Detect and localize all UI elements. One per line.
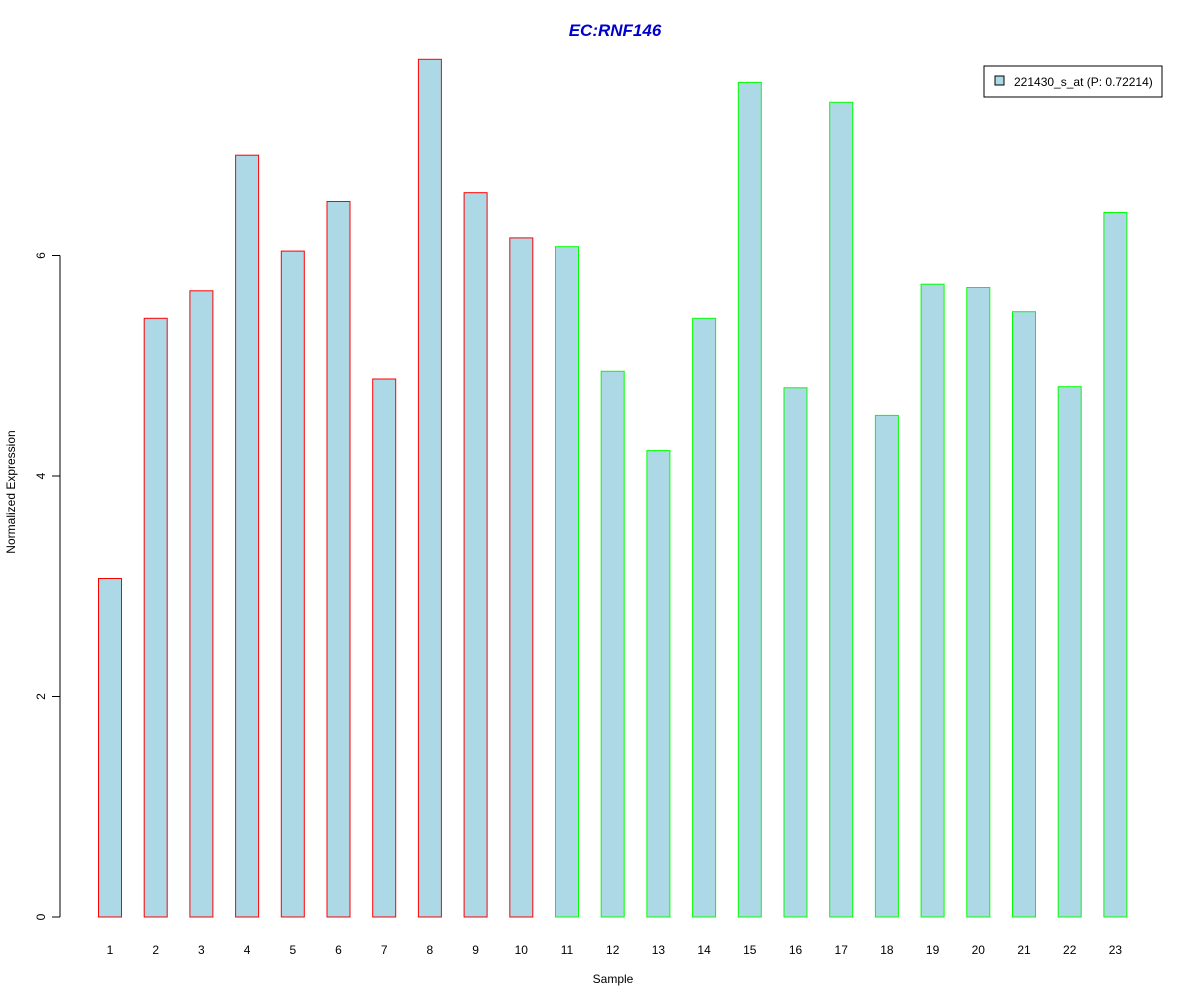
bars-group bbox=[98, 58, 1128, 918]
bar bbox=[966, 287, 991, 918]
x-tick-label: 23 bbox=[1109, 943, 1123, 957]
legend-box bbox=[983, 65, 1163, 98]
bar bbox=[1012, 311, 1036, 918]
x-tick-label: 18 bbox=[880, 943, 894, 957]
legend: 221430_s_at (P: 0.72214) bbox=[983, 65, 1163, 98]
y-axis: 0 2 4 6 bbox=[34, 252, 61, 920]
y-tick-label: 4 bbox=[34, 472, 48, 479]
bar bbox=[829, 101, 854, 918]
x-tick-label: 19 bbox=[926, 943, 940, 957]
x-tick-label: 20 bbox=[972, 943, 986, 957]
bar bbox=[1057, 386, 1082, 918]
bar bbox=[1103, 212, 1128, 918]
chart-title: EC:RNF146 bbox=[569, 21, 662, 40]
y-tick-label: 0 bbox=[34, 913, 48, 920]
bar bbox=[98, 578, 122, 918]
x-tick-label: 6 bbox=[335, 943, 342, 957]
x-tick-label: 16 bbox=[789, 943, 803, 957]
x-axis-label: Sample bbox=[593, 972, 634, 986]
x-tick-label: 3 bbox=[198, 943, 205, 957]
bar bbox=[189, 290, 214, 918]
x-tick-label: 11 bbox=[561, 943, 574, 957]
bar bbox=[920, 283, 945, 918]
x-tick-label: 10 bbox=[515, 943, 529, 957]
bar bbox=[600, 370, 625, 918]
legend-swatch bbox=[994, 75, 1005, 86]
x-tick-label: 8 bbox=[427, 943, 434, 957]
x-tick-label: 2 bbox=[152, 943, 159, 957]
x-tick-label: 14 bbox=[697, 943, 711, 957]
bar bbox=[280, 250, 305, 918]
bar bbox=[143, 317, 168, 918]
x-tick-label: 5 bbox=[289, 943, 296, 957]
bar bbox=[737, 81, 762, 918]
x-tick-label: 7 bbox=[381, 943, 388, 957]
x-tick-label: 12 bbox=[606, 943, 620, 957]
y-axis-label: Normalized Expression bbox=[4, 430, 18, 553]
x-tick-label: 17 bbox=[835, 943, 849, 957]
bar bbox=[874, 414, 899, 918]
x-tick-label: 22 bbox=[1063, 943, 1077, 957]
x-tick-label: 9 bbox=[472, 943, 479, 957]
bar bbox=[326, 201, 351, 918]
x-tick-label: 4 bbox=[244, 943, 251, 957]
bar bbox=[692, 317, 717, 918]
bar bbox=[463, 192, 488, 918]
bar bbox=[646, 450, 671, 918]
y-tick-label: 6 bbox=[34, 252, 48, 259]
x-tick-label: 1 bbox=[107, 943, 114, 957]
legend-label: 221430_s_at (P: 0.72214) bbox=[1014, 75, 1153, 89]
x-tick-label: 21 bbox=[1017, 943, 1031, 957]
bar bbox=[509, 237, 534, 918]
y-tick-label: 2 bbox=[34, 693, 48, 700]
bar bbox=[783, 387, 808, 918]
x-tick-labels: 1 2 3 4 5 6 7 8 9 10 11 12 13 14 15 16 17 18 19 20 21 22 23 bbox=[107, 943, 1123, 957]
x-tick-label: 15 bbox=[743, 943, 757, 957]
bar bbox=[235, 154, 260, 918]
bar bbox=[417, 58, 442, 918]
x-tick-label: 13 bbox=[652, 943, 666, 957]
bar bbox=[372, 378, 397, 918]
bar bbox=[555, 246, 579, 918]
